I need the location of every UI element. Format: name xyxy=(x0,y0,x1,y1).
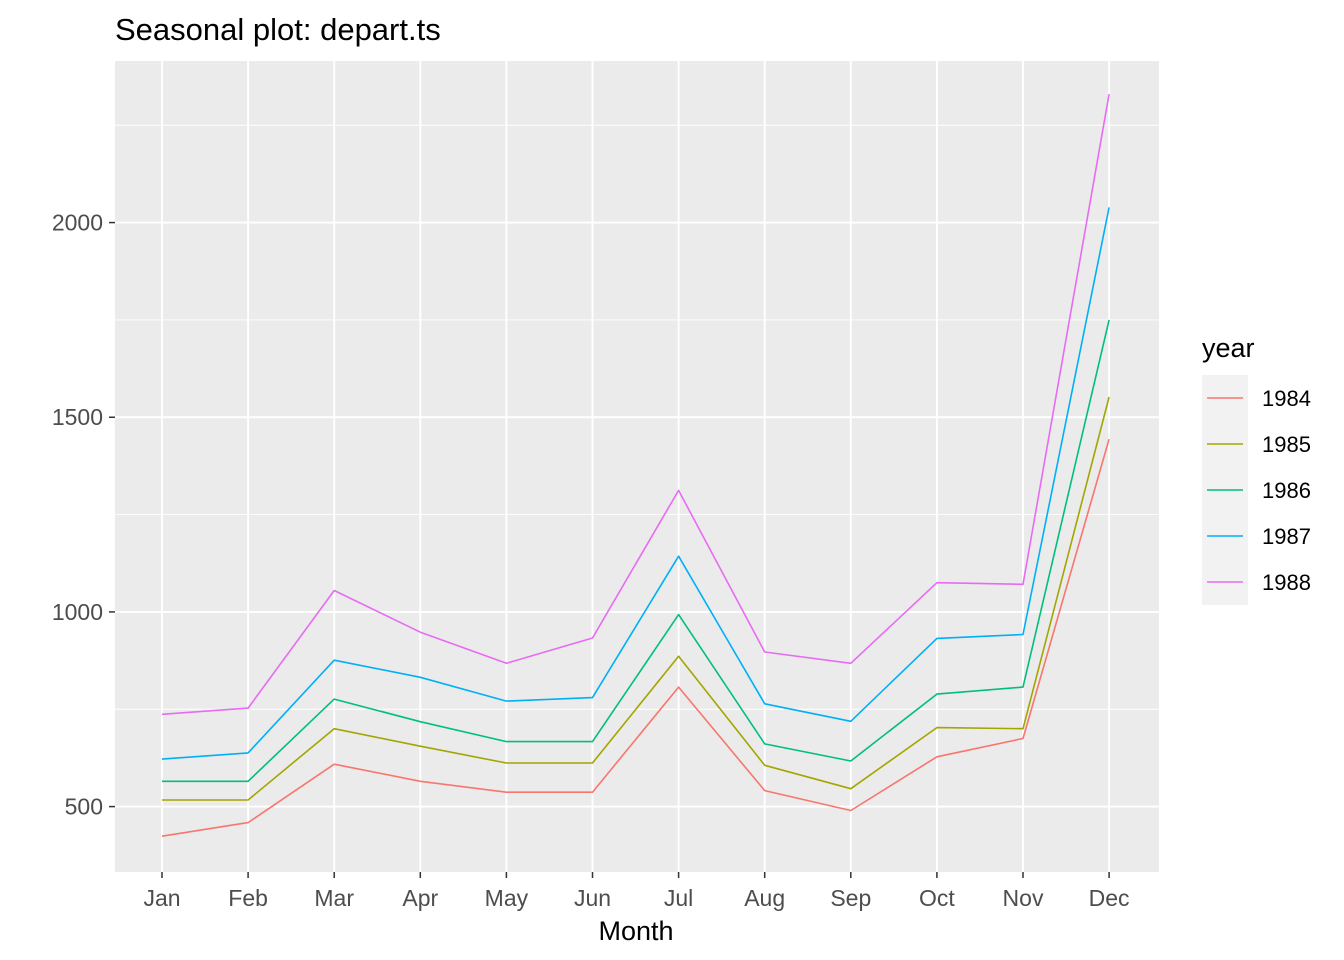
legend-label: 1986 xyxy=(1262,478,1311,503)
series-line-1988 xyxy=(161,93,1110,716)
x-tick-label: Sep xyxy=(830,885,871,911)
x-axis: Jan Feb Mar Apr May Jun Jul Aug Sep Oct Nov Dec xyxy=(143,872,1130,911)
x-tick-label: Jul xyxy=(664,885,693,911)
plot-panel xyxy=(115,61,1159,872)
x-tick-label: Mar xyxy=(314,885,354,911)
grid-lines xyxy=(115,61,1159,872)
x-tick-label: Dec xyxy=(1089,885,1130,911)
x-tick-label: Aug xyxy=(744,885,785,911)
x-tick-label: Feb xyxy=(228,885,268,911)
y-axis: 500 1000 1500 2000 xyxy=(52,210,115,820)
series-lines xyxy=(161,93,1110,837)
x-tick-label: Nov xyxy=(1003,885,1044,911)
x-tick-label: Jun xyxy=(574,885,611,911)
x-axis-title: Month xyxy=(598,916,673,946)
x-tick-label: Oct xyxy=(919,885,955,911)
x-tick-label: Jan xyxy=(143,885,180,911)
legend-label: 1984 xyxy=(1262,386,1311,411)
y-tick-label: 500 xyxy=(65,794,103,820)
y-tick-label: 1000 xyxy=(52,599,103,625)
x-tick-label: May xyxy=(485,885,529,911)
legend-label: 1988 xyxy=(1262,570,1311,595)
chart-title: Seasonal plot: depart.ts xyxy=(115,12,441,47)
legend-title: year xyxy=(1202,333,1255,363)
legend-label: 1985 xyxy=(1262,432,1311,457)
y-tick-label: 2000 xyxy=(52,210,103,236)
series-line-1987 xyxy=(161,207,1110,760)
series-line-1984 xyxy=(161,438,1110,837)
y-tick-label: 1500 xyxy=(52,404,103,430)
series-line-1986 xyxy=(162,319,1110,783)
legend-label: 1987 xyxy=(1262,524,1311,549)
legend: year 1984 1985 1986 1987 1988 xyxy=(1202,333,1311,605)
series-line-1985 xyxy=(162,396,1110,801)
x-tick-label: Apr xyxy=(402,885,438,911)
